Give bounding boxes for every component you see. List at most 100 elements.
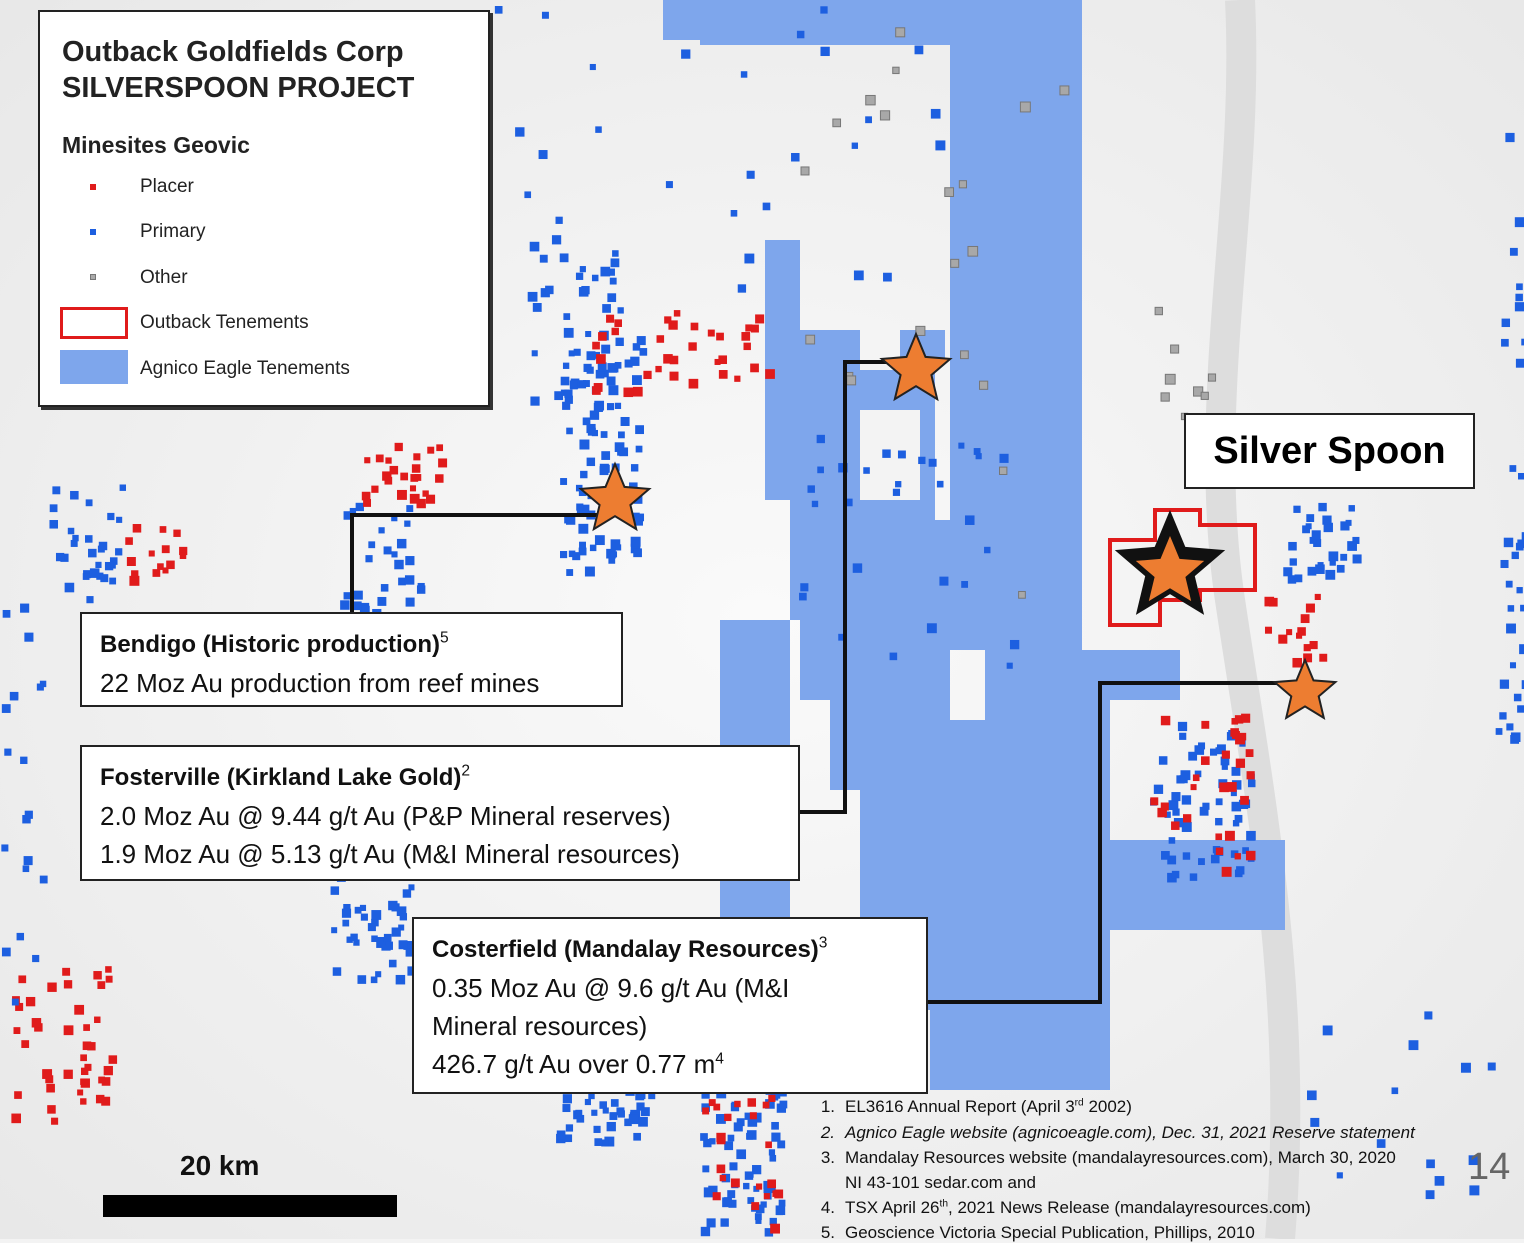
mine-site: [961, 351, 969, 359]
mine-site: [770, 1224, 780, 1234]
mine-site: [959, 181, 966, 188]
mine-site: [1208, 374, 1215, 381]
mine-site: [3, 610, 11, 618]
mine-site: [384, 546, 392, 554]
mine-site: [588, 428, 596, 436]
mine-site: [1215, 833, 1222, 840]
mine-site: [392, 927, 401, 936]
mine-site: [105, 966, 112, 973]
mine-site: [578, 524, 588, 534]
mine-site: [580, 471, 587, 478]
mine-site: [611, 258, 620, 267]
mine-site: [342, 909, 351, 918]
mine-site: [584, 364, 592, 372]
mine-site: [404, 521, 410, 527]
mine-site: [1265, 627, 1272, 634]
mine-site: [331, 886, 339, 894]
mine-site: [360, 905, 366, 911]
legend-symbol: [90, 184, 96, 190]
mine-site: [1201, 721, 1209, 729]
mine-site: [1188, 752, 1197, 761]
mine-site: [791, 153, 800, 162]
mine-site: [12, 692, 19, 699]
mine-site: [1201, 756, 1210, 765]
mine-site: [157, 563, 164, 570]
mine-site: [1161, 716, 1170, 725]
mine-site: [20, 757, 27, 764]
mine-site: [607, 1122, 616, 1131]
mine-site: [611, 1099, 619, 1107]
mine-site: [1516, 587, 1522, 593]
legend-item: Primary: [140, 221, 205, 243]
mine-site: [1424, 1011, 1432, 1019]
mine-site: [976, 453, 982, 459]
mine-site: [382, 471, 391, 480]
mine-site: [389, 960, 397, 968]
mine-site: [72, 535, 78, 541]
mine-site: [93, 971, 101, 979]
mine-site: [633, 548, 642, 557]
mine-site: [47, 983, 56, 992]
mine-site: [120, 484, 126, 490]
mine-site: [83, 573, 90, 580]
mine-site: [378, 527, 384, 533]
mine-site: [670, 356, 679, 365]
mine-site: [741, 71, 747, 77]
callout-line: 1.9 Moz Au @ 5.13 g/t Au (M&I Mineral re…: [100, 835, 780, 873]
mine-site: [357, 975, 366, 984]
mine-site: [587, 351, 596, 360]
mine-site: [361, 914, 368, 921]
mine-site: [1426, 1159, 1435, 1168]
mine-site: [777, 1140, 785, 1148]
mine-site: [751, 325, 759, 333]
mine-site: [56, 553, 64, 561]
mine-site: [779, 1101, 787, 1109]
mine-site: [689, 379, 699, 389]
mine-site: [65, 583, 75, 593]
mine-site: [701, 1227, 710, 1236]
mine-site: [607, 403, 614, 410]
mine-site: [896, 28, 905, 37]
mine-site: [1510, 735, 1519, 744]
mine-site: [736, 1149, 746, 1159]
mine-site: [880, 111, 889, 120]
mine-site: [1517, 705, 1524, 712]
mine-site: [666, 181, 673, 188]
mine-site: [616, 338, 624, 346]
callout-ref: 4: [715, 1050, 724, 1067]
footnote-text: TSX April 26: [845, 1198, 940, 1217]
mine-site: [2, 704, 11, 713]
mine-site: [591, 1110, 597, 1116]
mine-site: [618, 1110, 625, 1117]
mine-site: [743, 343, 750, 350]
slide: Outback Goldfields Corp SILVERSPOON PROJ…: [0, 0, 1524, 1239]
mine-site: [1508, 605, 1515, 612]
mine-site: [342, 920, 349, 927]
mine-site: [636, 446, 643, 453]
mine-site: [1172, 808, 1179, 815]
mine-site: [1235, 815, 1243, 823]
mine-site: [713, 1192, 721, 1200]
mine-site: [772, 1190, 779, 1197]
mine-site: [727, 1190, 735, 1198]
mine-site: [1236, 866, 1244, 874]
mine-site: [621, 417, 630, 426]
mine-site: [24, 633, 33, 642]
mine-site: [1392, 1087, 1399, 1094]
mine-site: [418, 583, 425, 590]
callout-line: 426.7 g/t Au over 0.77 m4: [432, 1045, 908, 1083]
callout-ref: 5: [440, 629, 449, 646]
mine-site: [641, 1107, 650, 1116]
mine-site: [1409, 1040, 1419, 1050]
footnote: 5.Geoscience Victoria Special Publicatio…: [845, 1223, 1255, 1243]
mine-site: [368, 541, 375, 548]
callout-line-text: 426.7 g/t Au over 0.77 m: [432, 1049, 715, 1079]
mine-site: [579, 440, 589, 450]
mine-site: [42, 1069, 52, 1079]
callout: Fosterville (Kirkland Lake Gold)2 2.0 Mo…: [80, 745, 800, 881]
mine-site: [756, 1183, 762, 1189]
mine-site: [638, 1117, 648, 1127]
mine-site: [594, 1138, 602, 1146]
mine-site: [162, 545, 170, 553]
mine-site: [572, 552, 580, 560]
